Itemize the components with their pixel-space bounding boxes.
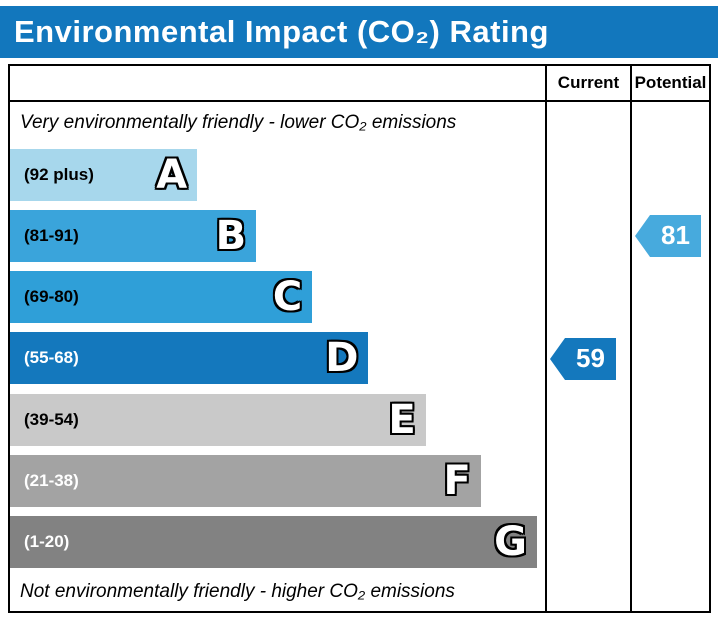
band-letter: B — [215, 212, 247, 259]
page-title: Environmental Impact (CO₂) Rating — [14, 14, 549, 49]
band-range-label: (69-80) — [24, 287, 79, 307]
band-row-e: (39-54) E — [10, 389, 545, 450]
band-bar-g: (1-20) G — [10, 516, 537, 569]
band-bar-d: (55-68) D — [10, 332, 369, 385]
arrow-left-icon — [635, 214, 650, 257]
band-bar-f: (21-38) F — [10, 455, 481, 508]
potential-column: 81 — [630, 102, 709, 611]
band-letter: A — [156, 151, 188, 198]
rating-table: Current Potential Very environmentally f… — [8, 64, 711, 613]
band-bar-e: (39-54) E — [10, 393, 426, 446]
bands-column: Very environmentally friendly - lower CO… — [10, 102, 545, 611]
band-range-label: (81-91) — [24, 225, 79, 245]
title-bar: Environmental Impact (CO₂) Rating — [0, 6, 718, 58]
arrow-left-icon — [550, 337, 565, 380]
band-letter: D — [325, 335, 359, 382]
band-letter: F — [443, 458, 471, 505]
band-row-a: (92 plus) A — [10, 144, 545, 205]
band-bar-c: (69-80) C — [10, 271, 313, 324]
band-row-c: (69-80) C — [10, 267, 545, 328]
band-range-label: (92 plus) — [24, 164, 94, 184]
header-current-label: Current — [545, 66, 630, 100]
header-potential-label: Potential — [630, 66, 709, 100]
band-range-label: (55-68) — [24, 348, 79, 368]
potential-value: 81 — [650, 214, 701, 257]
band-row-g: (1-20) G — [10, 512, 545, 573]
band-range-label: (1-20) — [24, 532, 70, 552]
current-value: 59 — [565, 337, 616, 380]
band-bar-b: (81-91) B — [10, 209, 257, 262]
potential-indicator: 81 — [635, 214, 701, 257]
top-note: Very environmentally friendly - lower CO… — [20, 112, 457, 133]
band-row-d: (55-68) D — [10, 328, 545, 389]
current-column: 59 — [545, 102, 630, 611]
band-letter: C — [272, 274, 303, 321]
bottom-note: Not environmentally friendly - higher CO… — [20, 580, 455, 602]
header-spacer — [10, 66, 545, 100]
band-range-label: (39-54) — [24, 409, 79, 429]
band-row-f: (21-38) F — [10, 450, 545, 511]
current-indicator: 59 — [550, 337, 616, 380]
band-row-b: (81-91) B — [10, 205, 545, 266]
table-header: Current Potential — [10, 66, 709, 102]
table-body: Very environmentally friendly - lower CO… — [10, 102, 709, 611]
band-bar-a: (92 plus) A — [10, 148, 198, 201]
band-range-label: (21-38) — [24, 471, 79, 491]
band-letter: E — [388, 396, 416, 443]
band-letter: G — [494, 519, 527, 566]
